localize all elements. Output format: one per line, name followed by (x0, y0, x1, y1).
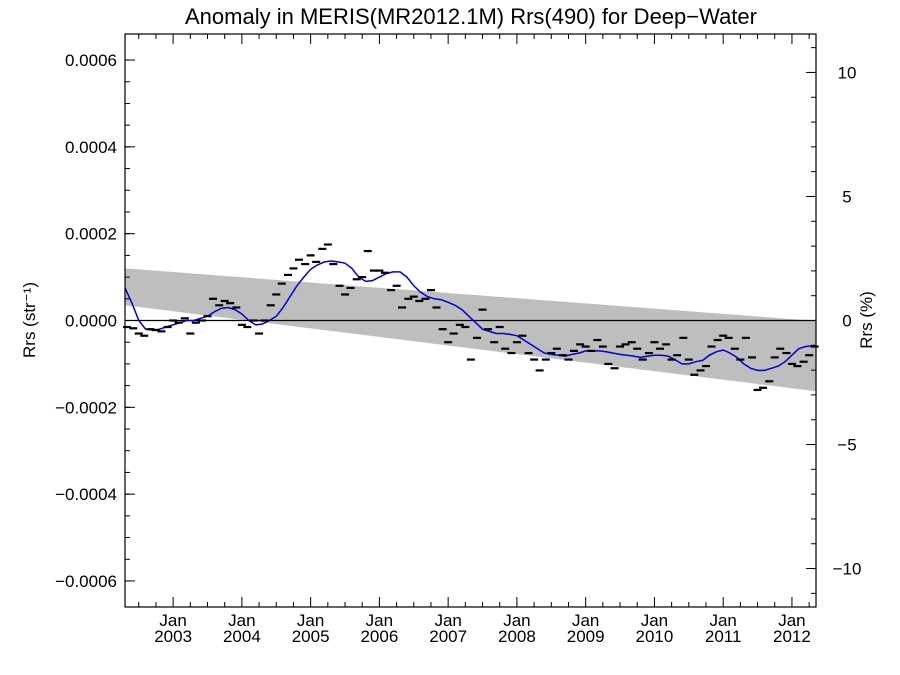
y-tick-label-left: 0.0000 (65, 312, 117, 331)
x-tick-label-year: 2004 (223, 627, 261, 646)
y-axis-label-right: Rrs (%) (857, 291, 876, 349)
data-points-layer (123, 243, 819, 392)
x-tick-label-year: 2005 (292, 627, 330, 646)
smooth-line-layer (124, 260, 816, 372)
x-tick-label-year: 2010 (636, 627, 674, 646)
x-tick-label-year: 2003 (154, 627, 192, 646)
x-tick-label-month: Jan (159, 611, 186, 630)
y-tick-label-right: 5 (842, 187, 851, 206)
chart-title: Anomaly in MERIS(MR2012.1M) Rrs(490) for… (185, 4, 757, 29)
x-tick-label-month: Jan (709, 611, 736, 630)
x-tick-label-month: Jan (297, 611, 324, 630)
x-tick-label-year: 2011 (705, 627, 742, 646)
y-tick-label-right: −10 (833, 560, 862, 579)
x-tick-label-month: Jan (228, 611, 255, 630)
tick-label-layer: 0.0006 0.0004 0.0002 0.0000 −0.0002 −0.0004 −0… (55, 51, 861, 646)
y-tick-label-left: 0.0004 (65, 138, 117, 157)
tick-layer (125, 34, 816, 607)
y-tick-label-left: −0.0006 (55, 572, 117, 591)
x-tick-label-year: 2012 (773, 627, 811, 646)
x-tick-label-month: Jan (778, 611, 805, 630)
band-layer (125, 268, 816, 392)
x-tick-label-year: 2007 (429, 627, 467, 646)
uncertainty-band (125, 268, 816, 392)
x-tick-label-month: Jan (641, 611, 668, 630)
y-tick-label-left: −0.0004 (55, 485, 117, 504)
x-tick-label-year: 2008 (498, 627, 536, 646)
x-tick-label-year: 2009 (567, 627, 605, 646)
y-tick-label-left: −0.0002 (55, 398, 117, 417)
x-tick-label-month: Jan (503, 611, 530, 630)
x-tick-label-year: 2006 (360, 627, 398, 646)
y-tick-label-right: −5 (837, 436, 856, 455)
y-tick-label-right: 0 (842, 312, 851, 331)
x-tick-label-month: Jan (572, 611, 599, 630)
y-tick-label-left: 0.0002 (65, 225, 117, 244)
y-axis-label-left: Rrs (str⁻¹) (20, 282, 39, 358)
y-tick-label-left: 0.0006 (65, 51, 117, 70)
smoothed-anomaly-line (124, 260, 816, 372)
x-tick-label-month: Jan (366, 611, 393, 630)
y-tick-label-right: 10 (838, 63, 857, 82)
x-tick-label-month: Jan (434, 611, 461, 630)
